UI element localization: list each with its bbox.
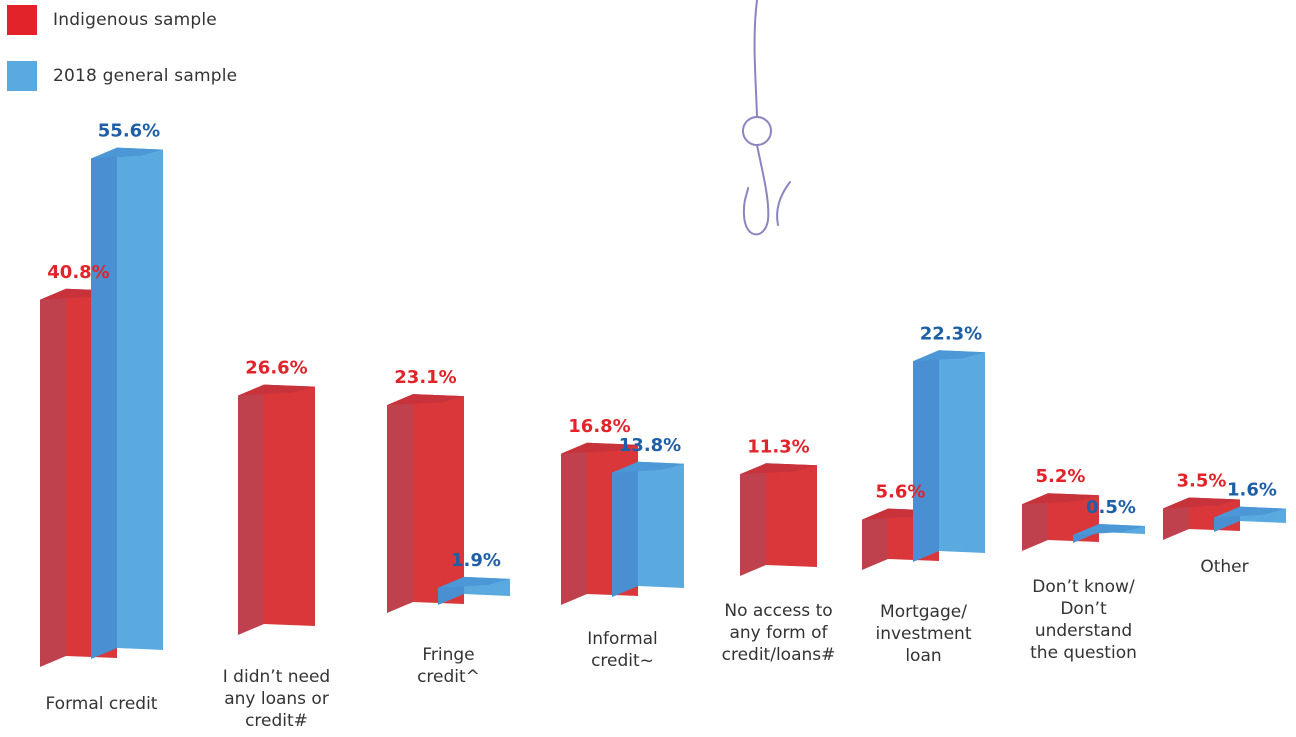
bar-general-5-top xyxy=(913,350,985,362)
bar-indigenous-5-side xyxy=(862,508,888,570)
bar-general-6-top xyxy=(1073,524,1145,535)
bar-general-3 xyxy=(612,461,684,597)
bar-indigenous-7 xyxy=(1163,497,1240,540)
bar-indigenous-2-side xyxy=(387,394,413,613)
bar-indigenous-7-top xyxy=(1163,497,1240,509)
bar-indigenous-2 xyxy=(387,394,464,613)
bar-indigenous-4-side xyxy=(740,463,766,576)
value-label-general-0: 55.6% xyxy=(98,121,160,142)
bar-indigenous-4 xyxy=(740,463,817,576)
category-label-2: Fringe credit^ xyxy=(417,645,480,687)
value-label-general-7: 1.6% xyxy=(1227,480,1277,501)
bar-general-6 xyxy=(1073,524,1145,543)
category-label-7: Other xyxy=(1200,557,1249,577)
category-label-3: Informal credit~ xyxy=(587,629,658,671)
bar-indigenous-3-side xyxy=(561,442,587,605)
bar-general-5-front xyxy=(939,350,985,553)
category-label-6: Don’t know/ Don’t understand the questio… xyxy=(1030,577,1137,663)
fish-hook-icon xyxy=(742,0,791,236)
bar-general-5 xyxy=(913,350,985,562)
category-label-4: No access to any form of credit/loans# xyxy=(721,601,836,665)
bar-indigenous-4-top xyxy=(740,463,817,475)
bar-general-0 xyxy=(91,147,163,659)
value-label-indigenous-7: 3.5% xyxy=(1177,471,1227,492)
value-label-indigenous-2: 23.1% xyxy=(394,367,456,388)
bar-indigenous-2-front xyxy=(413,394,464,604)
value-label-indigenous-4: 11.3% xyxy=(747,436,809,457)
bar-general-3-side xyxy=(612,461,638,597)
value-label-general-2: 1.9% xyxy=(451,550,501,571)
bar-general-3-front xyxy=(638,461,684,588)
bar-general-0-front xyxy=(117,147,163,650)
bar-indigenous-1 xyxy=(238,384,315,635)
legend-label-indigenous: Indigenous sample xyxy=(53,10,217,30)
bar-general-3-top xyxy=(612,461,684,473)
value-label-general-3: 13.8% xyxy=(619,435,681,456)
value-label-indigenous-5: 5.6% xyxy=(876,482,926,503)
value-label-general-5: 22.3% xyxy=(920,323,982,344)
value-label-indigenous-6: 5.2% xyxy=(1036,466,1086,487)
bar-general-7 xyxy=(1214,506,1286,532)
bar-general-5-side xyxy=(913,350,939,562)
value-label-indigenous-0: 40.8% xyxy=(47,262,109,283)
bar-indigenous-6-top xyxy=(1022,493,1099,505)
bar-indigenous-6-side xyxy=(1022,493,1048,551)
legend-swatch-general xyxy=(7,61,37,91)
bar-indigenous-1-top xyxy=(238,384,315,396)
bar-general-0-top xyxy=(91,147,163,159)
value-label-indigenous-3: 16.8% xyxy=(568,416,630,437)
legend-swatch-indigenous xyxy=(7,5,37,35)
bar-indigenous-1-front xyxy=(264,384,315,626)
bar-indigenous-0-side xyxy=(40,288,66,667)
value-label-indigenous-1: 26.6% xyxy=(245,358,307,379)
legend-item-general: 2018 general sample xyxy=(7,61,237,91)
bar-indigenous-3-top xyxy=(561,442,638,454)
legend-item-indigenous: Indigenous sample xyxy=(7,5,217,35)
category-label-0: Formal credit xyxy=(45,694,158,714)
bar-general-2 xyxy=(438,576,510,605)
bar-indigenous-2-top xyxy=(387,394,464,406)
value-label-general-6: 0.5% xyxy=(1086,497,1136,518)
category-label-5: Mortgage/ investment loan xyxy=(875,602,972,666)
bar-indigenous-4-front xyxy=(766,463,817,567)
category-label-1: I didn’t need any loans or credit# xyxy=(222,667,331,731)
bar-general-0-side xyxy=(91,147,117,659)
bar-general-2-top xyxy=(438,576,510,588)
bar-general-7-top xyxy=(1214,506,1286,518)
bar-indigenous-1-side xyxy=(238,384,264,635)
legend-label-general: 2018 general sample xyxy=(53,66,238,86)
